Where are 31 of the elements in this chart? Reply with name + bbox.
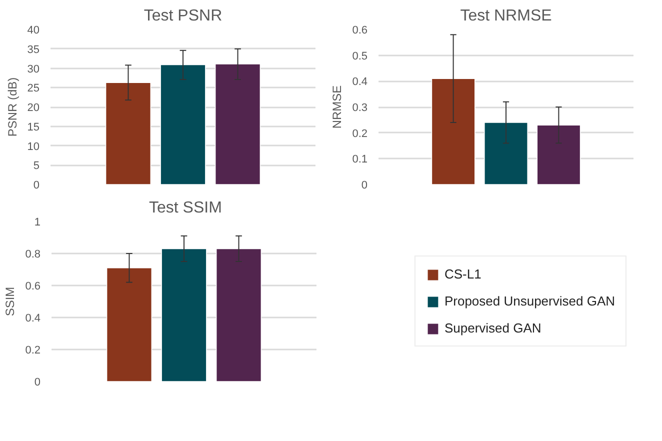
y-tick-label: 0 <box>361 180 368 192</box>
y-axis-title: PSNR (dB) <box>5 77 20 137</box>
y-tick-label: 40 <box>27 24 40 36</box>
y-tick-label: 0 <box>34 376 41 388</box>
y-tick-label: 0.6 <box>352 24 368 36</box>
y-tick-label: 0.3 <box>352 102 368 114</box>
chart-title: Test PSNR <box>144 8 222 24</box>
y-tick-label: 5 <box>33 160 40 172</box>
y-tick-label: 0.2 <box>352 128 368 140</box>
y-tick-label: 1 <box>34 216 41 228</box>
y-tick-label: 15 <box>27 121 40 134</box>
y-tick-label: 0.6 <box>25 280 41 292</box>
y-axis-title: SSIM <box>3 286 18 316</box>
y-tick-label: 0.1 <box>352 154 368 166</box>
y-tick-label: 0.2 <box>25 344 41 356</box>
y-tick-label: 10 <box>27 140 40 153</box>
y-tick-label: 0.8 <box>25 248 41 260</box>
legend-label: CS-L1 <box>444 266 482 282</box>
y-tick-label: 0.4 <box>352 76 368 88</box>
y-tick-label: 30 <box>27 63 40 76</box>
y-tick-label: 0 <box>33 180 40 192</box>
y-tick-label: 20 <box>27 102 40 114</box>
y-tick-label: 0.4 <box>25 312 41 324</box>
legend-label: Proposed Unsupervised GAN <box>444 294 615 308</box>
chart-title: Test SSIM <box>149 200 222 216</box>
y-tick-label: 25 <box>27 82 40 95</box>
chart-title: Test NRMSE <box>460 8 552 24</box>
y-tick-label: 35 <box>27 44 40 56</box>
legend-label: Supervised GAN <box>444 320 542 336</box>
y-axis-title: NRMSE <box>330 85 344 129</box>
y-tick-label: 0.5 <box>352 50 368 62</box>
